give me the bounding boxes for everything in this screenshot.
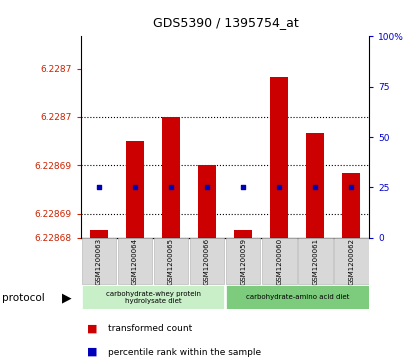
Text: GSM1200066: GSM1200066 bbox=[204, 238, 210, 285]
Text: GSM1200059: GSM1200059 bbox=[240, 238, 246, 285]
Point bbox=[276, 184, 283, 190]
Text: GSM1200061: GSM1200061 bbox=[312, 238, 318, 285]
Text: ■: ■ bbox=[87, 323, 98, 334]
Bar bbox=[234, 230, 252, 238]
Text: GSM1200063: GSM1200063 bbox=[96, 238, 102, 285]
FancyBboxPatch shape bbox=[226, 285, 369, 309]
FancyBboxPatch shape bbox=[118, 238, 152, 285]
FancyBboxPatch shape bbox=[82, 285, 225, 309]
FancyBboxPatch shape bbox=[226, 238, 261, 285]
Point bbox=[95, 184, 102, 190]
FancyBboxPatch shape bbox=[334, 238, 369, 285]
Bar bbox=[162, 117, 180, 238]
Text: GDS5390 / 1395754_at: GDS5390 / 1395754_at bbox=[153, 16, 299, 29]
FancyBboxPatch shape bbox=[298, 238, 332, 285]
Point bbox=[132, 184, 138, 190]
Bar bbox=[126, 141, 144, 238]
Text: protocol: protocol bbox=[2, 293, 45, 303]
FancyBboxPatch shape bbox=[262, 238, 297, 285]
Text: ■: ■ bbox=[87, 347, 98, 357]
Bar bbox=[90, 230, 108, 238]
Text: GSM1200060: GSM1200060 bbox=[276, 238, 282, 285]
Bar bbox=[306, 133, 324, 238]
Bar bbox=[198, 165, 216, 238]
Text: ▶: ▶ bbox=[61, 292, 71, 305]
Text: GSM1200062: GSM1200062 bbox=[348, 238, 354, 285]
FancyBboxPatch shape bbox=[190, 238, 225, 285]
Text: carbohydrate-whey protein
hydrolysate diet: carbohydrate-whey protein hydrolysate di… bbox=[105, 291, 200, 303]
FancyBboxPatch shape bbox=[154, 238, 188, 285]
Text: percentile rank within the sample: percentile rank within the sample bbox=[108, 348, 261, 356]
Text: carbohydrate-amino acid diet: carbohydrate-amino acid diet bbox=[246, 294, 349, 300]
Bar bbox=[342, 173, 360, 238]
Text: transformed count: transformed count bbox=[108, 324, 192, 333]
Point bbox=[312, 184, 319, 190]
FancyBboxPatch shape bbox=[82, 238, 116, 285]
Text: GSM1200064: GSM1200064 bbox=[132, 238, 138, 285]
Text: GSM1200065: GSM1200065 bbox=[168, 238, 174, 285]
Point bbox=[240, 184, 247, 190]
Point bbox=[168, 184, 174, 190]
Bar bbox=[270, 77, 288, 238]
Point bbox=[204, 184, 210, 190]
Point bbox=[348, 184, 355, 190]
